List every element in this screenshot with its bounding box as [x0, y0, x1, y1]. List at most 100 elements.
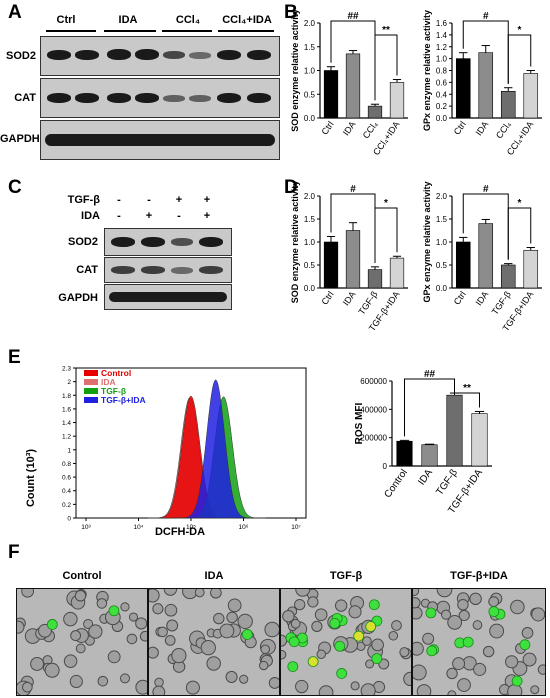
micro-label-tgf: TGF-β — [329, 570, 363, 582]
bar — [471, 413, 488, 467]
y-tick-label: 200000 — [360, 434, 387, 443]
blot-label-sod2: SOD2 — [6, 50, 36, 62]
blot-label-sod2: SOD2 — [68, 236, 98, 248]
y-tick-label: 0.0 — [436, 284, 448, 293]
fluorescent-cell — [287, 661, 299, 673]
category-label: CCl₄ — [361, 119, 380, 140]
blot-band — [135, 93, 159, 103]
chart-d-sod: SOD enzyme relative activity 0.0 0.5 1.0 1.5… — [290, 181, 408, 333]
cell — [63, 611, 78, 627]
cell — [22, 681, 33, 693]
bar — [500, 90, 516, 119]
cell — [194, 589, 205, 598]
cell — [399, 647, 410, 658]
blot-band — [111, 266, 135, 274]
cell — [314, 608, 328, 622]
sign: - — [177, 210, 181, 222]
y-tick-label: 0 — [383, 462, 388, 471]
y-tick-label: 0.2 — [436, 102, 448, 111]
cell — [452, 657, 466, 671]
fluorescent-cell — [365, 621, 377, 632]
cell — [530, 685, 540, 695]
cell — [139, 630, 147, 642]
cell — [294, 598, 306, 611]
blot-band — [45, 134, 275, 146]
blot-strip-cat — [40, 78, 280, 118]
blot-band — [217, 93, 241, 103]
cell — [227, 598, 242, 613]
cell — [334, 599, 348, 612]
y-tick-label: 1.6 — [62, 406, 71, 413]
cell — [318, 685, 334, 695]
cell — [521, 627, 534, 639]
category-label: Ctrl — [452, 289, 468, 306]
significance-label: ## — [347, 11, 359, 22]
y-tick-label: 0.8 — [436, 67, 448, 76]
chart-b-gpx: GPx enzyme relative activity 0.0 0.2 0.4 0.6… — [422, 10, 542, 157]
y-tick-label: 0.4 — [62, 488, 71, 495]
fluorescent-cell — [288, 636, 300, 648]
cell — [259, 660, 269, 671]
y-tick-label: 1.0 — [304, 238, 316, 247]
blot-band — [217, 50, 241, 60]
cell — [70, 630, 82, 641]
cell — [295, 679, 309, 694]
y-tick-label: 0.8 — [62, 461, 71, 468]
fluorescent-cell — [46, 619, 58, 630]
blot-band — [163, 51, 185, 59]
blot-band — [189, 52, 211, 59]
sign: + — [203, 194, 211, 206]
cell — [185, 680, 200, 695]
blot-strip-sod2 — [104, 228, 232, 256]
y-tick-label: 2.0 — [436, 192, 448, 201]
cell — [237, 613, 253, 630]
fluorescent-cell — [368, 599, 380, 611]
lane-header-ccl4: CCl₄ — [175, 14, 201, 26]
category-label: Ctrl — [452, 119, 468, 136]
y-tick-label: 1.5 — [304, 215, 316, 224]
category-label: CCl₄ — [494, 119, 513, 140]
micrograph-ida — [148, 588, 280, 696]
cell — [119, 673, 131, 684]
cell — [371, 638, 384, 652]
cell — [152, 603, 164, 615]
fluorescent-cell — [329, 618, 341, 629]
x-tick-label: 10⁴ — [133, 524, 143, 531]
y-tick-label: 2.3 — [62, 366, 71, 373]
bar — [367, 105, 383, 119]
cell — [164, 635, 176, 646]
cell — [97, 675, 109, 687]
histogram-curve — [173, 379, 258, 519]
y-tick-label: 0.0 — [304, 284, 316, 293]
cell — [74, 590, 87, 602]
legend-swatch — [84, 370, 98, 376]
y-tick-label: 0.6 — [62, 475, 71, 482]
blot-band — [75, 50, 99, 60]
micro-label-control: Control — [62, 570, 102, 582]
cell — [225, 670, 238, 683]
fluorescent-cell — [336, 668, 348, 679]
significance-label: ** — [463, 383, 471, 394]
cell — [482, 645, 495, 658]
panel-letter-a: A — [8, 2, 22, 23]
blot-band — [171, 267, 193, 274]
fluorescent-cell — [488, 606, 500, 617]
cell — [282, 609, 295, 623]
bar — [500, 264, 516, 289]
y-tick-label: 1.6 — [436, 19, 448, 28]
cell — [239, 674, 249, 684]
y-tick-label: 400000 — [360, 405, 387, 414]
lane-line — [46, 30, 96, 32]
y-tick-label: 0.0 — [304, 114, 316, 123]
blot-band — [47, 93, 71, 103]
significance-label: # — [483, 11, 489, 22]
y-tick-label: 1.4 — [62, 420, 71, 427]
chart-b-sod: SOD enzyme relative activity 0.0 0.5 1.0 1.5… — [290, 9, 408, 157]
category-label: IDA — [416, 467, 435, 487]
cell — [213, 612, 225, 625]
blot-band — [47, 50, 71, 60]
cell — [365, 659, 375, 669]
blot-band — [109, 292, 227, 302]
y-tick-label: 1.5 — [304, 43, 316, 52]
lane-line — [104, 30, 156, 32]
